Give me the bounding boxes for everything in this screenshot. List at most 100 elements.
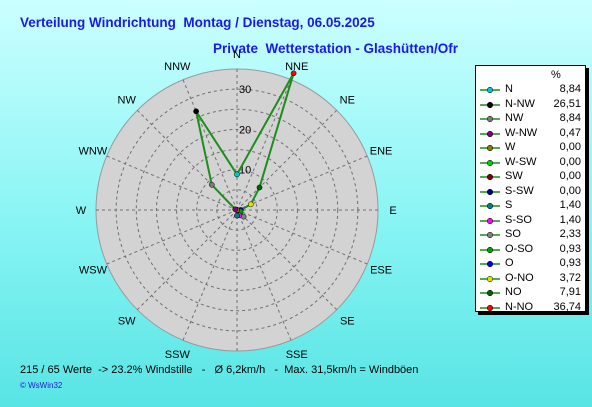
legend-marker (480, 260, 500, 268)
legend-marker (480, 289, 500, 297)
legend-marker-dot (486, 246, 494, 253)
legend-item: W-SW 0,00 (476, 156, 585, 170)
legend-item: O-SO 0,93 (476, 243, 585, 257)
legend-label: O-NO (505, 271, 534, 284)
legend-item: N-NW 26,51 (476, 98, 585, 112)
legend-label: N-NW (505, 97, 535, 110)
legend-label: S-SO (505, 213, 532, 226)
legend-value: 0,00 (559, 170, 581, 182)
data-point-no (256, 184, 263, 191)
software-credit: © WsWin32 (20, 381, 63, 390)
legend-marker (480, 144, 500, 152)
legend-value: 36,74 (553, 300, 581, 313)
legend-item: NO 7,91 (476, 286, 585, 300)
legend-label: S (505, 199, 513, 211)
legend-item: NW 8,84 (476, 112, 585, 126)
legend-label: SW (505, 170, 523, 182)
legend-value: 3,72 (559, 271, 581, 284)
legend-item: W-NW 0,47 (476, 127, 585, 141)
legend-marker (480, 304, 500, 311)
legend-value: 0,93 (559, 257, 581, 269)
legend-label: O-SO (505, 242, 534, 255)
legend-marker (480, 159, 500, 166)
radial-tick-label: 30 (239, 84, 251, 96)
legend-marker-dot (486, 304, 494, 311)
data-point-nw (208, 181, 215, 188)
legend-item: N-NO 36,74 (476, 301, 585, 315)
legend-item: SW 0,00 (476, 170, 585, 184)
direction-label-s: S (233, 361, 240, 362)
direction-label-w: W (76, 205, 87, 217)
chart-subtitle: Private Wetterstation - Glashütten/Ofr (213, 41, 459, 56)
legend-item: S 1,40 (476, 199, 585, 213)
legend-label: N-NO (505, 300, 534, 313)
direction-label-ene: ENE (370, 145, 393, 157)
direction-label-sse: SSE (286, 349, 308, 361)
data-point-w-nw (232, 206, 239, 213)
legend-value: 0,00 (559, 155, 581, 168)
legend-item: S-SW 0,00 (476, 185, 585, 199)
legend-marker (480, 217, 500, 224)
legend-marker (480, 275, 500, 282)
direction-label-ne: NE (340, 95, 355, 107)
legend-label: O (505, 257, 514, 269)
legend-marker-dot (486, 202, 494, 210)
legend-item: O 0,93 (476, 257, 585, 271)
legend-marker (480, 101, 500, 108)
legend-marker (480, 202, 500, 210)
legend-marker-dot (486, 231, 494, 239)
direction-label-wnw: WNW (79, 145, 108, 157)
legend-label: NW (505, 112, 524, 124)
direction-label-wsw: WSW (79, 265, 108, 277)
data-point-o-no (247, 201, 254, 208)
radial-tick-label: 10 (239, 165, 251, 177)
data-point-s (234, 212, 240, 219)
legend-label: W-SW (505, 155, 537, 168)
legend-marker-dot (486, 289, 494, 297)
legend-label: NO (505, 286, 522, 298)
legend: % N 8,84 N-NW 26,51 NW 8,84 W-NW 0,47 W 0,00 W-SW 0… (475, 65, 586, 315)
legend-marker-dot (486, 260, 494, 268)
legend-value: 0,47 (559, 126, 581, 139)
legend-value: 2,33 (559, 228, 581, 240)
legend-marker-dot (486, 173, 494, 181)
legend-marker-dot (486, 144, 494, 152)
legend-marker-dot (486, 86, 494, 94)
legend-marker-dot (486, 159, 494, 166)
direction-label-ese: ESE (370, 265, 392, 277)
legend-item: SO 2,33 (476, 228, 585, 242)
legend-marker (480, 130, 500, 137)
wind-rose-chart: N NNE NE ENE E ESE SE SSE S SSW SW WSW W WNW NW NNW 10 20… (76, 49, 397, 362)
legend-label: W (505, 141, 516, 153)
legend-value: 0,00 (559, 141, 581, 153)
legend-marker (480, 231, 500, 239)
legend-percent-header: % (551, 69, 561, 81)
legend-marker (480, 86, 500, 94)
legend-marker-dot (486, 115, 494, 123)
legend-label: N (505, 83, 513, 95)
direction-label-n: N (233, 49, 241, 61)
direction-label-se: SE (340, 315, 355, 327)
legend-value: 8,84 (559, 83, 581, 95)
chart-title: Verteilung Windrichtung Montag / Diensta… (20, 15, 375, 30)
direction-label-ssw: SSW (165, 349, 191, 361)
data-point-n (234, 171, 240, 178)
legend-marker (480, 115, 500, 123)
legend-item: S-SO 1,40 (476, 214, 585, 228)
legend-marker (480, 188, 500, 195)
legend-label: S-SW (505, 184, 534, 197)
legend-item: O-NO 3,72 (476, 272, 585, 286)
legend-marker-dot (486, 188, 494, 195)
data-point-n-no (290, 70, 297, 77)
direction-label-sw: SW (118, 315, 136, 327)
data-point-n-nw (193, 108, 199, 115)
legend-marker-dot (486, 217, 494, 224)
legend-marker-dot (486, 101, 494, 108)
legend-marker-dot (486, 130, 494, 137)
grid-ring (135, 108, 339, 312)
grid-ring (196, 169, 278, 251)
legend-item: N 8,84 (476, 83, 585, 97)
legend-marker (480, 173, 500, 181)
legend-marker-dot (486, 275, 494, 282)
direction-label-nw: NW (118, 95, 137, 107)
